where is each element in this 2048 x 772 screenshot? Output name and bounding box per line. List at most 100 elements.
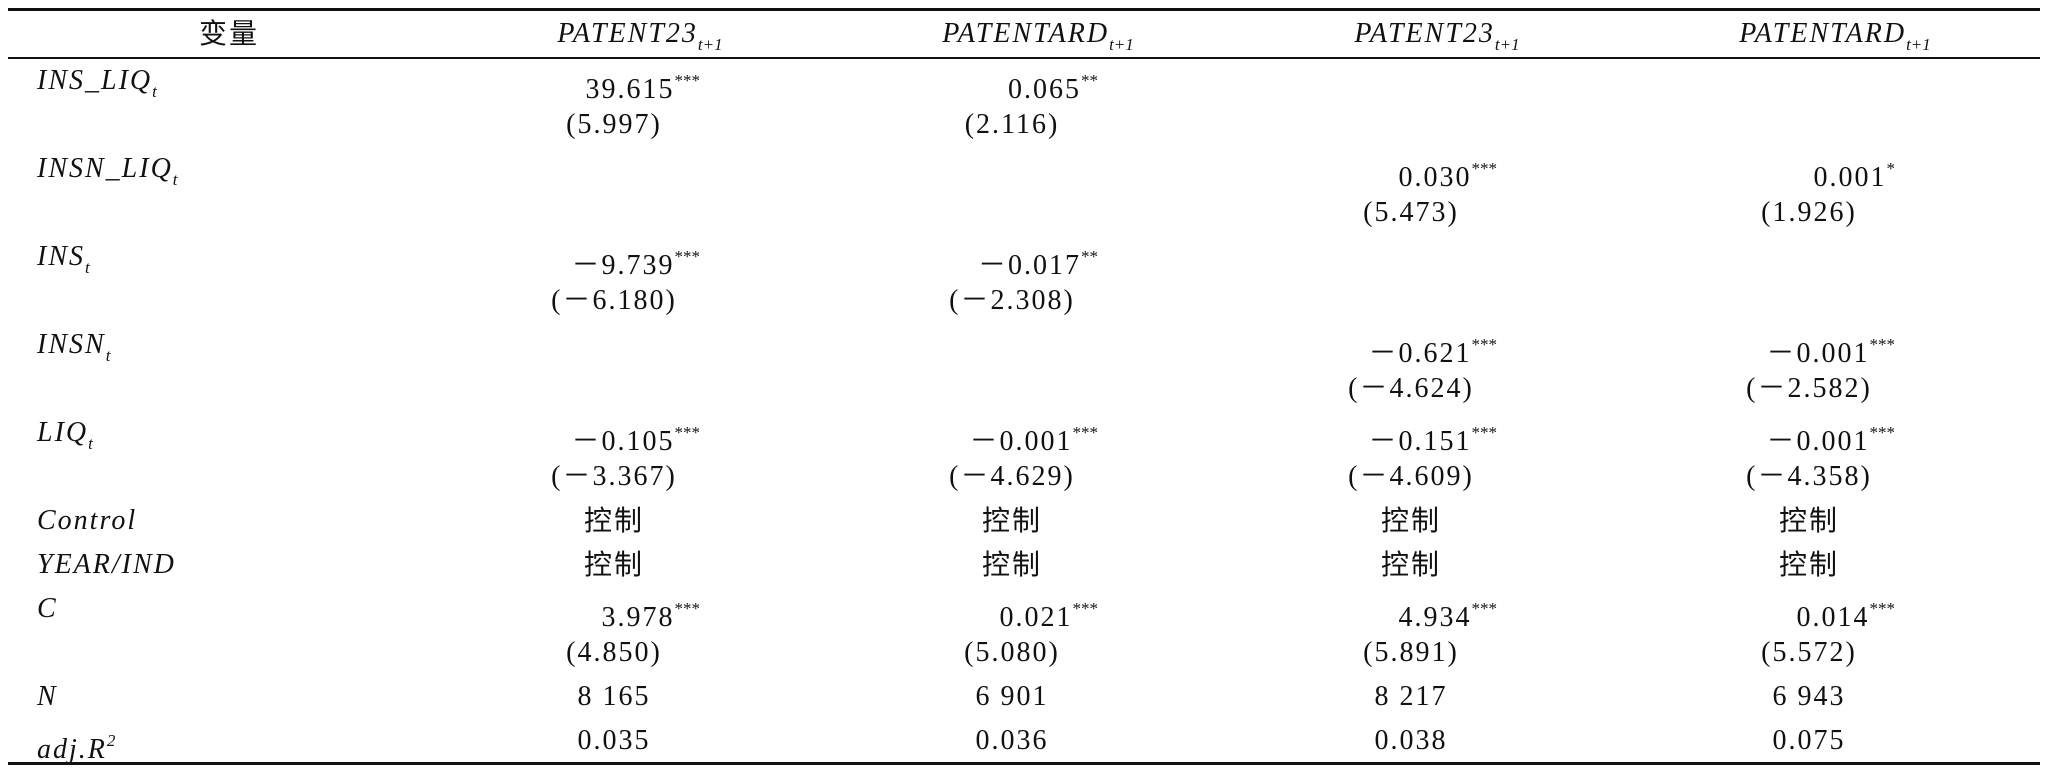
coefficient: 0.065** <box>1008 59 1098 105</box>
cell: 6 901 <box>976 675 1049 719</box>
cell-text: 8 217 <box>1374 681 1448 712</box>
significance-stars: *** <box>1072 423 1099 442</box>
cell-text: 控制 <box>583 504 645 537</box>
t-statistic-value: (－4.629) <box>949 461 1075 492</box>
t-statistic-value: (－6.180) <box>551 285 677 316</box>
coefficient-value: 4.934 <box>1398 602 1472 633</box>
cell: 0.035 <box>578 719 651 763</box>
column-header: PATENT23t+1 <box>1354 12 1519 56</box>
coefficient: 39.615*** <box>585 59 701 105</box>
cell: 0.038 <box>1375 719 1448 763</box>
column-header-text: PATENT23 <box>1354 18 1495 49</box>
coefficient-value: －0.001 <box>1766 426 1870 457</box>
cell-text: 0.036 <box>975 725 1049 756</box>
coefficient: 4.934*** <box>1398 587 1498 633</box>
header-rule <box>8 57 2040 59</box>
coefficient: －0.001*** <box>1766 323 1895 369</box>
t-statistic-value: (5.997) <box>566 109 662 140</box>
cell: 控制 <box>584 499 644 543</box>
column-header: PATENTARDt+1 <box>942 12 1134 56</box>
t-statistic: (－2.582) <box>1746 367 1872 411</box>
row-label: YEAR/IND <box>37 543 176 587</box>
column-header-text: PATENT23 <box>557 18 698 49</box>
coefficient-value: －9.739 <box>571 250 675 281</box>
row-label: INSN_LIQt <box>37 147 178 191</box>
coefficient: 0.014*** <box>1796 587 1896 633</box>
significance-stars: *** <box>674 247 701 266</box>
row-label: INSNt <box>37 323 110 367</box>
cell-text: 控制 <box>981 504 1043 537</box>
t-statistic: (4.850) <box>566 631 662 675</box>
column-header-text: PATENTARD <box>1739 18 1907 49</box>
coefficient: 0.001* <box>1814 147 1896 193</box>
significance-stars: *** <box>1869 599 1896 618</box>
t-statistic: (－3.367) <box>551 455 677 499</box>
t-statistic-value: (4.850) <box>566 637 662 668</box>
significance-stars: * <box>1886 159 1896 178</box>
coefficient: 0.030*** <box>1398 147 1498 193</box>
row-label: C <box>37 587 58 631</box>
t-statistic-value: (－2.582) <box>1746 373 1872 404</box>
cell-text: 0.038 <box>1374 725 1448 756</box>
coefficient-value: 3.978 <box>601 602 675 633</box>
cell-text: 控制 <box>1380 548 1442 581</box>
cell: 控制 <box>982 543 1042 587</box>
top-rule <box>8 8 2040 11</box>
cell-text: 0.035 <box>577 725 651 756</box>
t-statistic-value: (1.926) <box>1761 197 1857 228</box>
row-label: LIQt <box>37 411 93 455</box>
cell: 控制 <box>1381 543 1441 587</box>
t-statistic: (－4.609) <box>1348 455 1474 499</box>
row-label-text: LIQ <box>37 417 89 448</box>
coefficient-value: 39.615 <box>585 74 675 105</box>
coefficient-value: 0.014 <box>1796 602 1870 633</box>
t-statistic-value: (5.080) <box>964 637 1060 668</box>
cell-text: 8 165 <box>577 681 651 712</box>
row-label-sub: t <box>105 346 111 365</box>
cell-text: 0.075 <box>1772 725 1846 756</box>
coefficient-value: －0.151 <box>1368 426 1472 457</box>
coefficient: －0.151*** <box>1368 411 1498 457</box>
cell: 控制 <box>1779 499 1839 543</box>
row-label: N <box>37 675 58 719</box>
t-statistic: (5.997) <box>566 103 662 147</box>
row-label-text: INS_LIQ <box>37 65 153 96</box>
t-statistic: (5.891) <box>1363 631 1459 675</box>
row-label: INSt <box>37 235 90 279</box>
t-statistic-value: (5.572) <box>1761 637 1857 668</box>
column-header-sub: t+1 <box>1494 35 1520 54</box>
row-label-sub: t <box>88 434 93 453</box>
header-variable: 变量 <box>199 12 259 56</box>
t-statistic-value: (5.891) <box>1363 637 1459 668</box>
coefficient-value: －0.017 <box>977 250 1081 281</box>
significance-stars: *** <box>1471 599 1498 618</box>
coefficient-value: －0.105 <box>571 426 675 457</box>
column-header-sub: t+1 <box>1906 35 1931 54</box>
row-label-text: N <box>37 681 58 712</box>
row-label-text: INSN <box>37 329 106 360</box>
column-header: PATENTARDt+1 <box>1739 12 1931 56</box>
coefficient-value: 0.030 <box>1398 162 1472 193</box>
row-label-sub: t <box>172 170 178 189</box>
coefficient-value: －0.001 <box>1766 338 1870 369</box>
t-statistic: (5.080) <box>964 631 1060 675</box>
t-statistic-value: (－2.308) <box>949 285 1075 316</box>
t-statistic-value: (－3.367) <box>551 461 677 492</box>
header-text: 变量 <box>198 17 260 50</box>
significance-stars: *** <box>1471 423 1498 442</box>
coefficient: －0.001*** <box>1766 411 1895 457</box>
bottom-rule <box>8 762 2040 765</box>
row-label-text: Control <box>37 505 138 536</box>
t-statistic: (－2.308) <box>949 279 1075 323</box>
cell-text: 6 943 <box>1772 681 1846 712</box>
coefficient-value: 0.065 <box>1008 74 1081 105</box>
t-statistic: (－4.624) <box>1348 367 1474 411</box>
coefficient-value: 0.021 <box>999 602 1073 633</box>
cell: 控制 <box>584 543 644 587</box>
significance-stars: *** <box>674 423 701 442</box>
t-statistic-value: (－4.358) <box>1746 461 1872 492</box>
row-label-text: INSN_LIQ <box>37 153 173 184</box>
t-statistic-value: (－4.609) <box>1348 461 1474 492</box>
cell: 0.075 <box>1773 719 1846 763</box>
